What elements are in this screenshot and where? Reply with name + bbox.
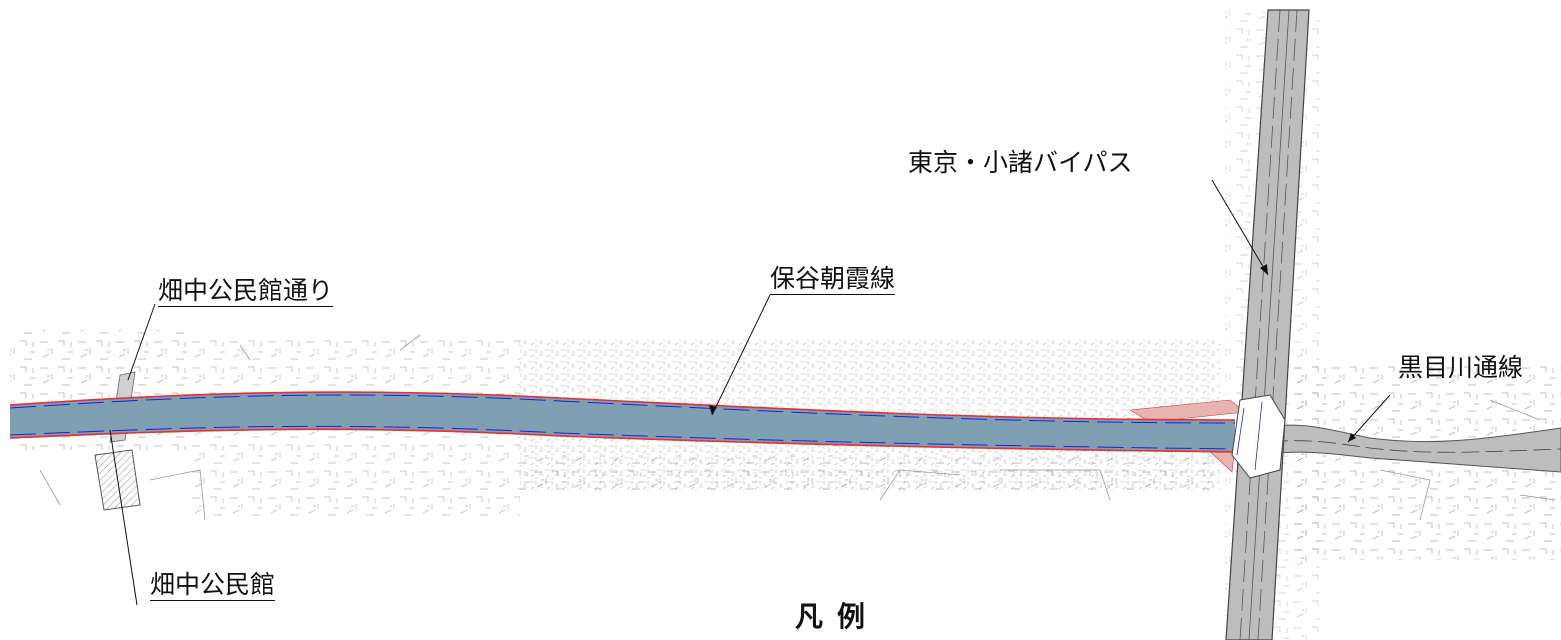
background-linework	[10, 10, 1561, 640]
project-road-band	[10, 392, 1235, 452]
bypass-lane-line-3	[1257, 9, 1298, 640]
intersection-marking	[1236, 401, 1263, 471]
arrowhead-kuromegawa	[1348, 433, 1356, 442]
bypass-lane-line-1	[1239, 9, 1281, 640]
kuromegawa-road	[1264, 424, 1561, 473]
label-hoya-asaka-sen: 保谷朝霞線	[770, 264, 896, 295]
kuromegawa-road-band	[1264, 424, 1561, 473]
road-boundary-south	[9, 428, 1236, 453]
legend-title: 凡例	[795, 600, 880, 633]
leader-hoya-asaka-sen	[711, 294, 771, 416]
label-kuromegawa-dori-sen: 黒目川通線	[1398, 353, 1524, 382]
parcel-lines	[39, 334, 1556, 521]
arrowhead-hoya	[709, 405, 717, 415]
arrowhead-bypass	[1260, 264, 1268, 275]
leader-lines	[109, 179, 1391, 606]
road-edge-line-north	[9, 394, 1236, 424]
bypass-lane-line-2	[1248, 9, 1290, 640]
label-hatanaka-kominkan: 畑中公民館	[150, 570, 276, 601]
tokyo-komoro-bypass-road	[1225, 9, 1310, 640]
road-edge-line-south	[9, 425, 1236, 450]
leader-hatanaka-kominkan	[109, 429, 138, 606]
hoya-asaka-road	[9, 391, 1246, 473]
road-boundary-north	[9, 391, 1236, 421]
leader-arrowheads	[709, 264, 1356, 442]
building-cluster-south	[520, 455, 1220, 495]
leader-hatanaka-kominkan-dori	[127, 303, 156, 381]
kuromegawa-centerline	[1269, 440, 1561, 453]
label-hatanaka-kominkan-dori: 畑中公民館通り	[158, 276, 334, 307]
label-tokyo-komoro-bypass: 東京・小諸バイパス	[908, 148, 1133, 177]
leader-kuromegawa-dori-sen	[1347, 394, 1391, 443]
leader-tokyo-komoro-bypass	[1211, 179, 1269, 276]
